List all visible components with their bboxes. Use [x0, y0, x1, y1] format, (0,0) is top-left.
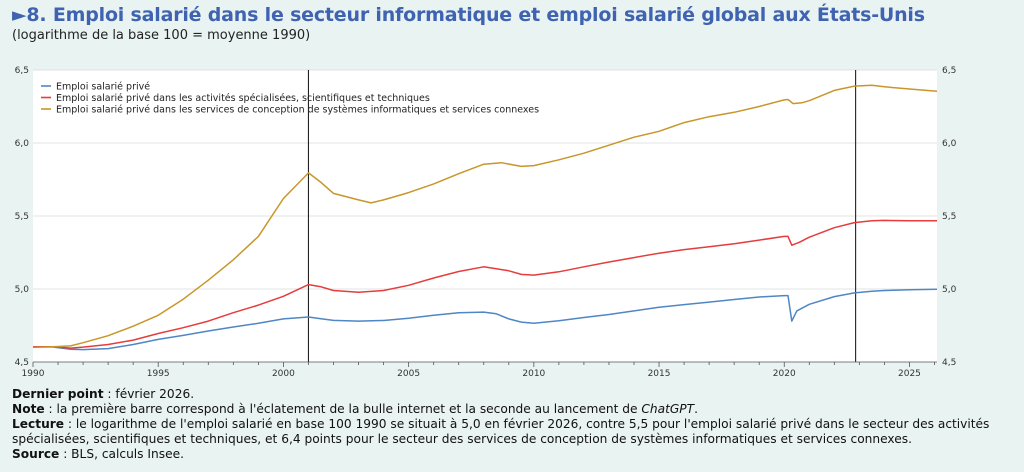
x-tick-label: 1995 — [147, 369, 170, 379]
chart-subtitle: (logarithme de la base 100 = moyenne 199… — [12, 28, 311, 43]
y-tick-label-right: 4,5 — [942, 358, 956, 368]
chart-title: ►8. Emploi salarié dans le secteur infor… — [12, 4, 925, 26]
y-tick-label-left: 5,5 — [15, 212, 29, 222]
x-tick-label: 1990 — [22, 369, 45, 379]
note-source-text: : BLS, calculs Insee. — [59, 447, 184, 461]
y-tick-label-left: 6,5 — [15, 66, 29, 76]
series-line-2 — [33, 219, 937, 349]
note-note-text: : la première barre correspond à l'éclat… — [44, 402, 642, 416]
legend-label-1: Emploi salarié privé — [56, 82, 150, 93]
note-lecture: Lecture : le logarithme de l'emploi sala… — [12, 417, 1012, 447]
x-tick-label: 2015 — [648, 369, 671, 379]
x-tick-label: 2025 — [898, 369, 921, 379]
note-note: Note : la première barre correspond à l'… — [12, 402, 1012, 417]
y-tick-label-left: 4,5 — [15, 358, 29, 368]
line-chart: 4,5 4,5 5,0 5,0 5,5 5,5 6,0 6,0 6,5 6,5 1990 1995 20… — [15, 66, 957, 379]
y-tick-label-right: 5,5 — [942, 212, 956, 222]
note-lecture-label: Lecture — [12, 417, 65, 431]
series-layer — [32, 84, 938, 351]
y-tick-label-left: 5,0 — [15, 285, 30, 295]
series-line-1 — [32, 288, 938, 351]
x-tick-label: 2020 — [773, 369, 796, 379]
grid-layer — [33, 69, 937, 290]
note-last-point: Dernier point : février 2026. — [12, 387, 1012, 402]
note-lecture-text: : le logarithme de l'emploi salarié en b… — [12, 417, 990, 446]
chart-notes: Dernier point : février 2026. Note : la … — [12, 387, 1012, 462]
vertical-markers — [307, 70, 857, 362]
note-source: Source : BLS, calculs Insee. — [12, 447, 1012, 462]
x-tick-label: 2010 — [522, 369, 545, 379]
y-tick-label-right: 5,0 — [942, 285, 957, 295]
x-tick-label: 2000 — [272, 369, 295, 379]
y-tick-label-right: 6,5 — [942, 66, 956, 76]
note-note-label: Note — [12, 402, 45, 416]
series-line-3 — [32, 84, 938, 349]
y-tick-label-left: 6,0 — [15, 139, 30, 149]
y-tick-label-right: 6,0 — [942, 139, 957, 149]
legend-label-3: Emploi salarié privé dans les services d… — [56, 105, 539, 116]
note-last-point-label: Dernier point — [12, 387, 104, 401]
x-tick-label: 2005 — [397, 369, 420, 379]
note-note-end: . — [694, 402, 698, 416]
note-last-point-text: : février 2026. — [103, 387, 195, 401]
legend-label-2: Emploi salarié privé dans les activités … — [56, 93, 430, 104]
axis-layer: 4,5 4,5 5,0 5,0 5,5 5,5 6,0 6,0 6,5 6,5 1990 1995 20… — [15, 66, 957, 379]
note-source-label: Source — [12, 447, 60, 461]
note-note-italic: ChatGPT — [641, 402, 695, 416]
